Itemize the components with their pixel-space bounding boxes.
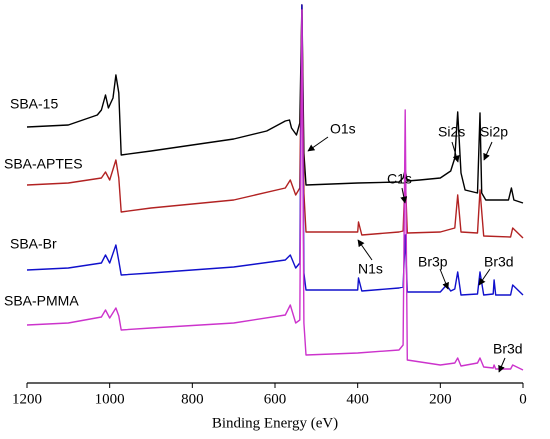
annotation: Si2s: [438, 124, 465, 140]
x-tick-label: 0: [519, 391, 527, 407]
x-tick-label: 800: [181, 391, 204, 407]
series-line: [26, 9, 524, 371]
x-tick-label: 1200: [12, 391, 42, 407]
annotation: Br3p: [418, 254, 448, 270]
series-label: SBA-15: [10, 96, 58, 112]
x-axis-label: Binding Energy (eV): [212, 415, 338, 431]
series-line: [26, 4, 524, 239]
series-line: [26, 4, 524, 296]
series-line: [26, 4, 524, 204]
arrow: [357, 239, 373, 261]
annotation: C1s: [387, 171, 412, 187]
arrow: [439, 268, 449, 290]
annotation: Br3d: [493, 341, 523, 357]
arrows: [307, 136, 506, 373]
x-tick-label: 400: [346, 391, 369, 407]
arrow: [483, 141, 493, 161]
series-label: SBA-Br: [10, 236, 57, 252]
annotation: Br3d: [484, 254, 514, 270]
arrow: [498, 357, 506, 373]
arrow: [400, 187, 408, 204]
series-label: SBA-PMMA: [4, 293, 79, 309]
arrow: [478, 268, 491, 286]
x-tick-label: 200: [429, 391, 452, 407]
annotation: Si2p: [480, 124, 508, 140]
series-layer: [26, 4, 524, 371]
x-tick-label: 1000: [95, 391, 125, 407]
series-label: SBA-APTES: [4, 156, 83, 172]
x-tick-label: 600: [264, 391, 287, 407]
annotation: N1s: [358, 261, 383, 277]
arrow: [451, 141, 460, 163]
arrow: [307, 136, 329, 152]
annotation: O1s: [330, 121, 356, 137]
